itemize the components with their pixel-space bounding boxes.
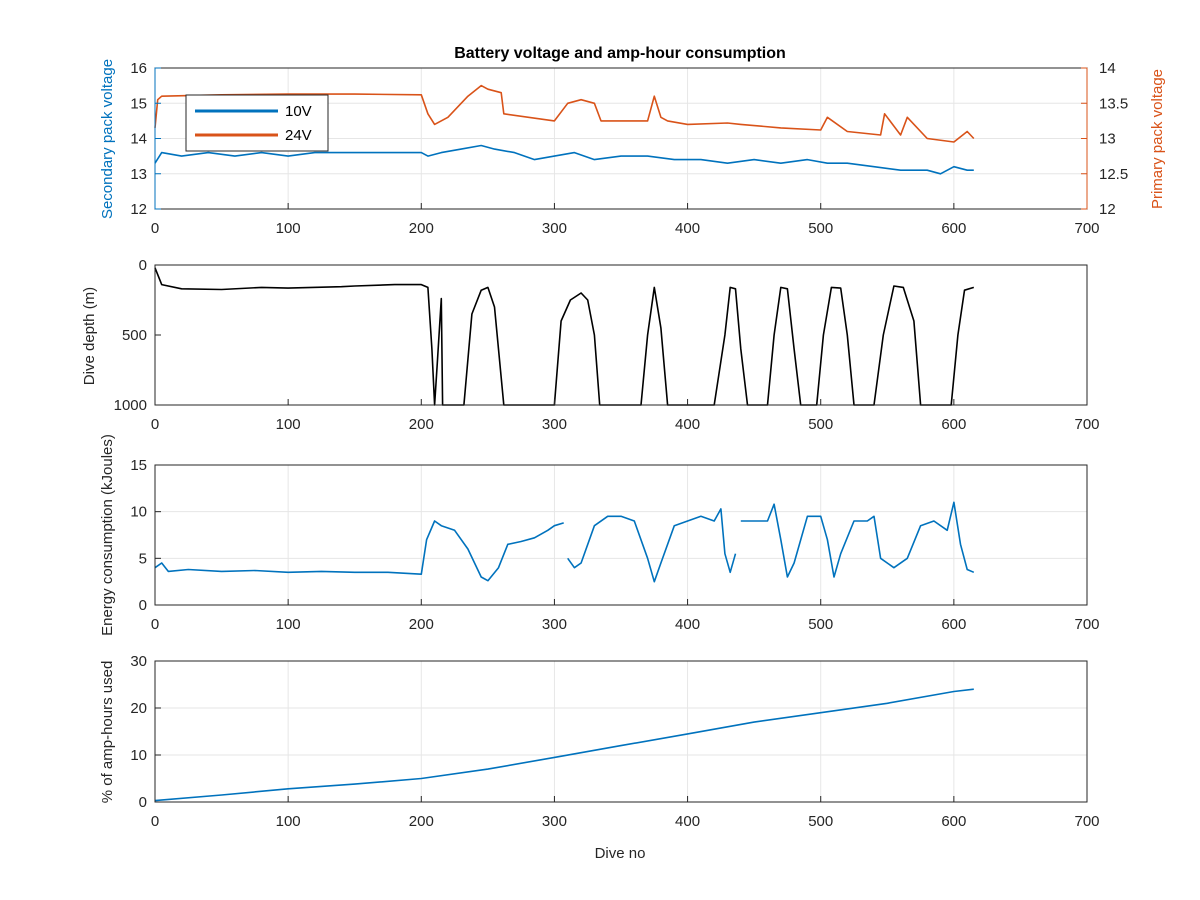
x-tick-label: 400 bbox=[675, 616, 700, 633]
x-tick-label: 500 bbox=[808, 220, 833, 237]
x-tick-label: 600 bbox=[941, 616, 966, 633]
legend-label-24v: 24V bbox=[285, 127, 312, 144]
axes-frame bbox=[154, 464, 1088, 606]
x-axis-label-dive-no: Dive no bbox=[595, 845, 646, 862]
y-tick-label: 15 bbox=[130, 95, 147, 112]
x-tick-label: 0 bbox=[151, 616, 159, 633]
y-tick-label: 1000 bbox=[114, 397, 147, 414]
x-tick-label: 0 bbox=[151, 220, 159, 237]
y-right-tick-label: 13 bbox=[1099, 131, 1116, 148]
amphours-panel: 0 100 200 300 400 500 600 700 0 10 20 30 bbox=[130, 653, 1099, 830]
y-tick-label: 15 bbox=[130, 457, 147, 474]
x-tick-label: 700 bbox=[1074, 616, 1099, 633]
x-tick-label: 500 bbox=[808, 813, 833, 830]
x-tick-label: 600 bbox=[941, 220, 966, 237]
y-tick-label: 13 bbox=[130, 166, 147, 183]
y-tick-label: 5 bbox=[139, 550, 147, 567]
x-tick-label: 200 bbox=[409, 220, 434, 237]
x-tick-label: 300 bbox=[542, 220, 567, 237]
x-tick-label: 700 bbox=[1074, 813, 1099, 830]
x-tick-label: 300 bbox=[542, 416, 567, 433]
y-tick-label: 10 bbox=[130, 747, 147, 764]
depth-panel: 0 100 200 300 400 500 600 700 0 500 1000 bbox=[114, 257, 1100, 433]
y-tick-label: 12 bbox=[130, 201, 147, 218]
x-tick-label: 600 bbox=[941, 813, 966, 830]
series-line-10v bbox=[154, 144, 974, 175]
axes-frame bbox=[154, 264, 1088, 406]
series-line-0 bbox=[154, 688, 974, 802]
x-tick-label: 0 bbox=[151, 416, 159, 433]
y-axis-label-dive-depth: Dive depth (m) bbox=[81, 287, 98, 385]
y-tick-label: 0 bbox=[139, 597, 147, 614]
y-tick-label: 30 bbox=[130, 653, 147, 670]
energy-panel: 0 100 200 300 400 500 600 700 0 5 10 15 bbox=[130, 457, 1099, 633]
y-tick-label: 14 bbox=[130, 131, 147, 148]
x-tick-label: 700 bbox=[1074, 416, 1099, 433]
series-line-0 bbox=[154, 520, 564, 582]
x-tick-label: 100 bbox=[276, 416, 301, 433]
y-right-tick-label: 13.5 bbox=[1099, 95, 1128, 112]
y-tick-label: 16 bbox=[130, 60, 147, 77]
chart-title: Battery voltage and amp-hour consumption bbox=[454, 45, 786, 62]
y-tick-label: 20 bbox=[130, 700, 147, 717]
y-axis-label-secondary-voltage: Secondary pack voltage bbox=[99, 59, 116, 219]
axes-frame bbox=[154, 660, 1088, 803]
y-axis-label-primary-voltage: Primary pack voltage bbox=[1149, 69, 1166, 209]
x-tick-label: 300 bbox=[542, 813, 567, 830]
y-tick-label: 0 bbox=[139, 794, 147, 811]
x-tick-label: 100 bbox=[276, 220, 301, 237]
x-tick-label: 200 bbox=[409, 616, 434, 633]
x-tick-label: 100 bbox=[276, 813, 301, 830]
x-tick-label: 700 bbox=[1074, 220, 1099, 237]
x-tick-label: 0 bbox=[151, 813, 159, 830]
x-tick-label: 500 bbox=[808, 616, 833, 633]
x-tick-label: 400 bbox=[675, 813, 700, 830]
y-tick-label: 0 bbox=[139, 257, 147, 274]
x-tick-label: 500 bbox=[808, 416, 833, 433]
series-line-0 bbox=[154, 267, 975, 406]
series-line-1 bbox=[567, 508, 737, 583]
x-tick-label: 200 bbox=[409, 416, 434, 433]
x-tick-label: 200 bbox=[409, 813, 434, 830]
x-tick-label: 100 bbox=[276, 616, 301, 633]
legend: 10V 24V bbox=[185, 94, 329, 152]
y-tick-label: 500 bbox=[122, 327, 147, 344]
series-line-2 bbox=[740, 501, 975, 578]
y-axis-label-amphours: % of amp-hours used bbox=[99, 661, 116, 804]
x-tick-label: 300 bbox=[542, 616, 567, 633]
x-tick-label: 600 bbox=[941, 416, 966, 433]
y-tick-label: 10 bbox=[130, 504, 147, 521]
y-right-tick-label: 14 bbox=[1099, 60, 1116, 77]
legend-label-10v: 10V bbox=[285, 103, 312, 120]
series-line-24v bbox=[154, 84, 975, 143]
y-right-tick-label: 12 bbox=[1099, 201, 1116, 218]
y-axis-label-energy: Energy consumption (kJoules) bbox=[99, 434, 116, 636]
x-tick-label: 400 bbox=[675, 416, 700, 433]
y-right-tick-label: 12.5 bbox=[1099, 166, 1128, 183]
x-tick-label: 400 bbox=[675, 220, 700, 237]
